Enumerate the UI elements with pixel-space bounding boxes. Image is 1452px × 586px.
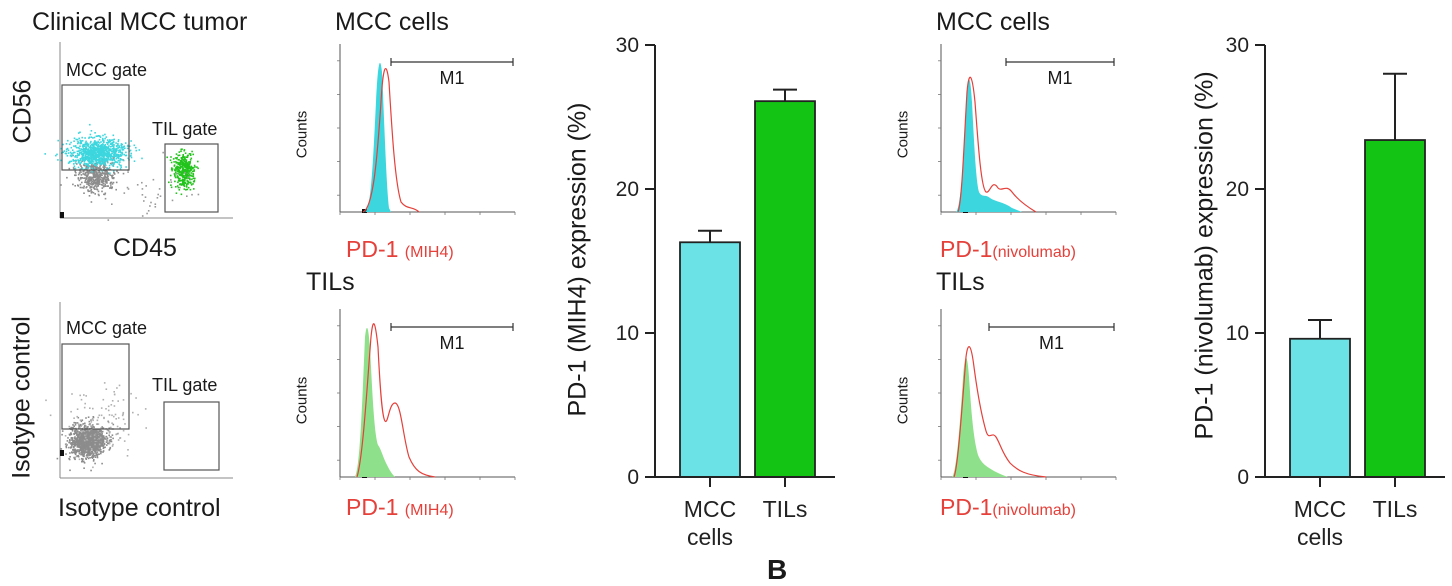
hist3-xlabel: PD-1(nivolumab)	[940, 236, 1076, 263]
flow-bottom-scatter-events	[45, 382, 147, 469]
hist2-xlabel-sub: (MIH4)	[404, 502, 454, 519]
bar1-ytick-label-2: 20	[616, 178, 639, 201]
hist4-xlabel-sub: (nivolumab)	[992, 502, 1076, 519]
hist2-title: TILs	[306, 268, 355, 296]
bar2-ytick-label-2: 20	[1226, 178, 1249, 201]
hist2-ylabel: Counts	[293, 376, 311, 425]
hist1-title: MCC cells	[335, 8, 449, 36]
hist4-pd1-curve	[953, 346, 1047, 478]
bar2-ytick-label-3: 30	[1226, 34, 1249, 57]
flow-top-xlabel: CD45	[113, 234, 177, 262]
hist3-plot: M1	[938, 44, 1117, 215]
mcc-gate-isotype-label: MCC gate	[66, 318, 147, 338]
til-gate	[164, 143, 219, 213]
hist2-isotype-fill	[355, 327, 395, 477]
bar2-xtick-label-1: TILs	[1373, 496, 1418, 522]
flow-top-ylabel: CD56	[8, 79, 37, 144]
bar1-ytick-label-3: 30	[616, 34, 639, 57]
bar1-xtick-label-0: MCC cells	[684, 496, 736, 550]
hist3-title: MCC cells	[936, 8, 1050, 36]
bar1-xtick-label-1: TILs	[763, 496, 808, 522]
hist1-xlabel-sub: (MIH4)	[404, 244, 454, 261]
hist1-xlabel: PD-1 (MIH4)	[346, 236, 454, 263]
hist3-ylabel: Counts	[894, 110, 912, 159]
hist4-isotype-fill	[952, 357, 1008, 477]
flow-bottom-xlabel: Isotype control	[58, 494, 221, 522]
hist1-plot: M1	[337, 44, 516, 215]
bar2-xtick-label-0: MCC cells	[1294, 496, 1346, 550]
flow-top-plot: MCC gate TIL gate	[44, 42, 233, 221]
flow-top-til-events	[166, 148, 199, 196]
hist4-xlabel-main: PD-1	[940, 494, 993, 520]
bar2-chart: 0 10 20 30 MCC cells TILs	[1226, 34, 1445, 550]
flow-top-scatter-events	[104, 151, 200, 221]
bar1-chart: 0 10 20 30 MCC cells TILs	[616, 34, 835, 550]
hist1-xlabel-main: PD-1	[346, 236, 399, 262]
mcc-gate	[61, 84, 130, 171]
bar2-bar-1	[1364, 139, 1426, 478]
bar1-bar-0	[679, 241, 741, 478]
flow-bottom-isotype-events	[56, 416, 119, 472]
bar2-ytick-label-1: 10	[1226, 322, 1249, 345]
bar2-ytick-label-0: 0	[1237, 466, 1249, 489]
bar1-ytick-label-0: 0	[627, 466, 639, 489]
hist2-xlabel-main: PD-1	[346, 494, 399, 520]
flow-bottom-ylabel: Isotype control	[7, 316, 36, 479]
hist3-xlabel-main: PD-1	[940, 236, 993, 262]
hist2-plot: M1	[337, 309, 516, 480]
hist3-m1-label: M1	[1047, 68, 1072, 88]
hist1-pd1-curve	[362, 68, 420, 213]
til-gate-label: TIL gate	[152, 119, 217, 139]
flow-bottom-plot: MCC gate TIL gate	[45, 302, 233, 479]
mcc-gate-isotype	[61, 343, 130, 430]
hist3-xlabel-sub: (nivolumab)	[992, 244, 1076, 261]
hist4-title: TILs	[936, 268, 985, 296]
bar2-bar-0	[1289, 337, 1351, 478]
flow-top-mcc-events	[44, 123, 143, 174]
hist2-pd1-curve	[356, 323, 436, 478]
bar1-ytick-label-1: 10	[616, 322, 639, 345]
hist2-xlabel: PD-1 (MIH4)	[346, 494, 454, 521]
panel-letter: B	[767, 554, 788, 585]
hist3-isotype-fill	[956, 79, 1022, 212]
bar1-ylabel: PD-1 (MIH4) expression (%)	[563, 102, 592, 417]
til-gate-isotype-label: TIL gate	[152, 375, 217, 395]
flow-top-title: Clinical MCC tumor	[32, 8, 248, 36]
hist2-m1-label: M1	[439, 333, 464, 353]
hist4-plot: M1	[938, 309, 1117, 480]
hist1-m1-label: M1	[439, 68, 464, 88]
hist4-m1-label: M1	[1039, 333, 1064, 353]
bar1-bar-1	[754, 100, 816, 478]
hist1-ylabel: Counts	[293, 110, 311, 159]
hist4-xlabel: PD-1(nivolumab)	[940, 494, 1076, 521]
til-gate-isotype	[163, 401, 220, 471]
mcc-gate-label: MCC gate	[66, 60, 147, 80]
hist3-pd1-curve	[957, 76, 1037, 213]
hist4-ylabel: Counts	[894, 376, 912, 425]
